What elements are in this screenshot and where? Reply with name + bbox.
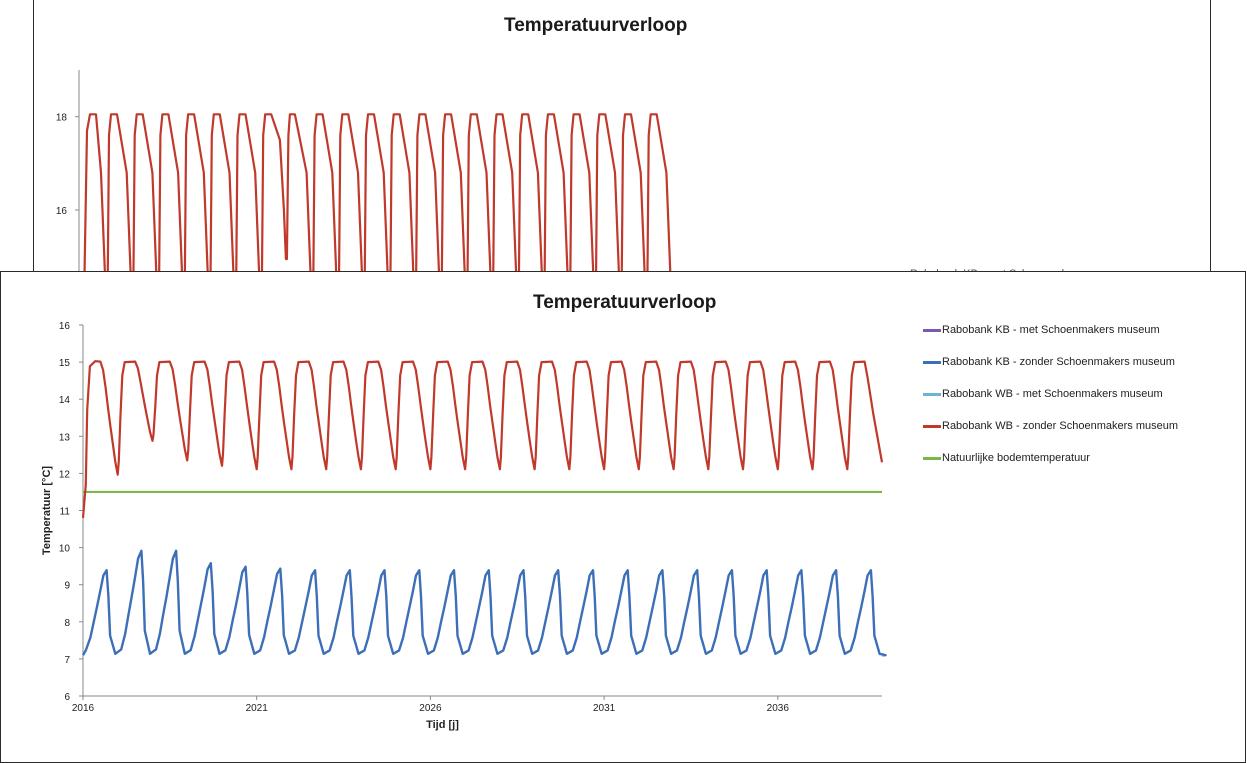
- y-tick-label: 12: [59, 469, 71, 480]
- legend-swatch: [923, 424, 941, 428]
- y-tick-label: 8: [64, 618, 70, 629]
- legend-swatch: [923, 392, 941, 396]
- y-axis-title: Temperatuur [°C]: [41, 466, 53, 555]
- legend-swatch: [923, 360, 941, 364]
- legend-item-natuurlijk: Natuurlijke bodemtemperatuur: [923, 450, 1090, 466]
- y-tick-label: 16: [59, 321, 71, 332]
- x-tick-label: 2031: [593, 703, 616, 714]
- legend-label: Natuurlijke bodemtemperatuur: [942, 452, 1090, 464]
- y-tick-label: 11: [60, 507, 71, 518]
- chart-title-bottom: Temperatuurverloop: [533, 292, 717, 313]
- y-tick-label: 9: [64, 581, 70, 592]
- legend-item-wb-met: Rabobank WB - met Schoenmakers museum: [923, 386, 1163, 402]
- y-tick-label: 10: [59, 544, 71, 555]
- y-tick-label: 6: [64, 692, 70, 703]
- x-tick-label: 2026: [419, 703, 442, 714]
- legend-label: Rabobank KB - met Schoenmakers museum: [942, 324, 1160, 336]
- legend-label: Rabobank WB - zonder Schoenmakers museum: [942, 420, 1178, 432]
- x-tick-label: 2036: [767, 703, 790, 714]
- legend-item-kb-met: Rabobank KB - met Schoenmakers museum: [923, 322, 1160, 338]
- y-tick-label: 18: [56, 113, 68, 124]
- y-tick-label: 13: [59, 432, 71, 443]
- chart-panel-bottom: Temperatuurverloop 6 7 8 9 10 11 12 13 14 15 16 201…: [0, 271, 1246, 763]
- series-line-top: [83, 113, 672, 280]
- y-tick-label: 7: [64, 655, 70, 666]
- legend-item-kb-zonder: Rabobank KB - zonder Schoenmakers museum: [923, 354, 1175, 370]
- x-tick-label: 2016: [72, 703, 95, 714]
- chart-plot-bottom: 6 7 8 9 10 11 12 13 14 15 16 2016 2021 2026 2031 2036 Ti…: [41, 321, 887, 731]
- series-line-kb-zonder: [81, 549, 887, 657]
- legend-label: Rabobank KB - zonder Schoenmakers museum: [942, 356, 1175, 368]
- x-tick-label: 2021: [246, 703, 269, 714]
- legend-item-wb-zonder: Rabobank WB - zonder Schoenmakers museum: [923, 418, 1178, 434]
- legend-label: Rabobank WB - met Schoenmakers museum: [942, 388, 1163, 400]
- chart-title-top: Temperatuurverloop: [504, 15, 688, 36]
- legend-swatch: [923, 456, 941, 460]
- y-tick-label: 14: [59, 395, 71, 406]
- y-tick-label: 16: [56, 206, 68, 217]
- x-axis-title: Tijd [j]: [426, 719, 459, 731]
- series-line-wb-zonder: [81, 360, 884, 518]
- legend-swatch: [923, 328, 941, 332]
- y-tick-label: 15: [59, 358, 71, 369]
